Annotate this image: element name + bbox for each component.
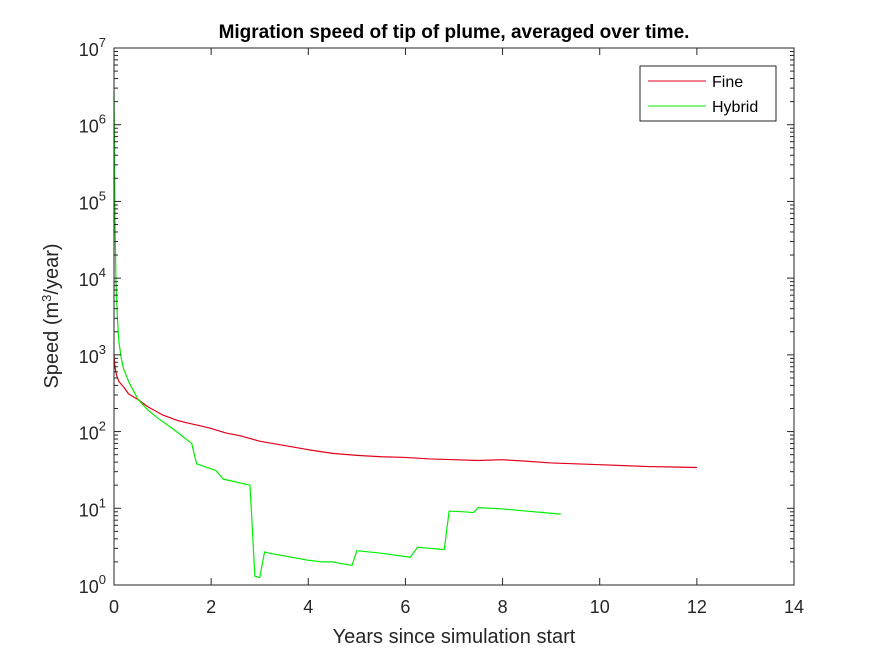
x-tick-label: 10	[590, 597, 610, 617]
y-axis-title-superscript: 3	[39, 295, 54, 302]
x-tick-label: 12	[687, 597, 707, 617]
plot-frame	[113, 47, 795, 586]
y-axis-title-prefix: Speed (m	[41, 302, 63, 389]
x-tick-label: 4	[303, 597, 313, 617]
y-axis-title-suffix: /year)	[41, 243, 63, 294]
x-tick-label: 0	[109, 597, 119, 617]
plot-background	[114, 48, 794, 585]
ticks-layer: 0 2 4 6 8 10 12 14 100 101 102 103 104 105 106 107	[79, 35, 804, 617]
y-tick-label: 101	[79, 495, 106, 520]
series-line-hybrid	[113, 91, 561, 579]
x-tick-label: 8	[498, 597, 508, 617]
y-tick-label: 103	[79, 342, 106, 367]
x-tick-label: 2	[206, 597, 216, 617]
series-layer	[113, 91, 697, 579]
legend-label-fine: Fine	[712, 74, 743, 91]
x-axis-title: Years since simulation start	[333, 626, 576, 648]
y-tick-label: 107	[79, 35, 106, 60]
y-tick-label: 100	[79, 572, 106, 597]
x-tick-label: 14	[784, 597, 804, 617]
legend-label-hybrid: Hybrid	[712, 99, 758, 116]
y-tick-label: 106	[79, 112, 106, 137]
y-tick-label: 104	[79, 265, 106, 290]
series-line-fine	[113, 354, 697, 469]
legend-box	[639, 65, 777, 122]
y-tick-label: 105	[79, 188, 106, 213]
chart-title: Migration speed of tip of plume, average…	[219, 22, 690, 43]
legend: Fine Hybrid	[639, 65, 777, 122]
x-tick-label: 6	[400, 597, 410, 617]
y-tick-label: 102	[79, 419, 106, 444]
y-axis-title: Speed (m3/year)	[39, 243, 64, 388]
